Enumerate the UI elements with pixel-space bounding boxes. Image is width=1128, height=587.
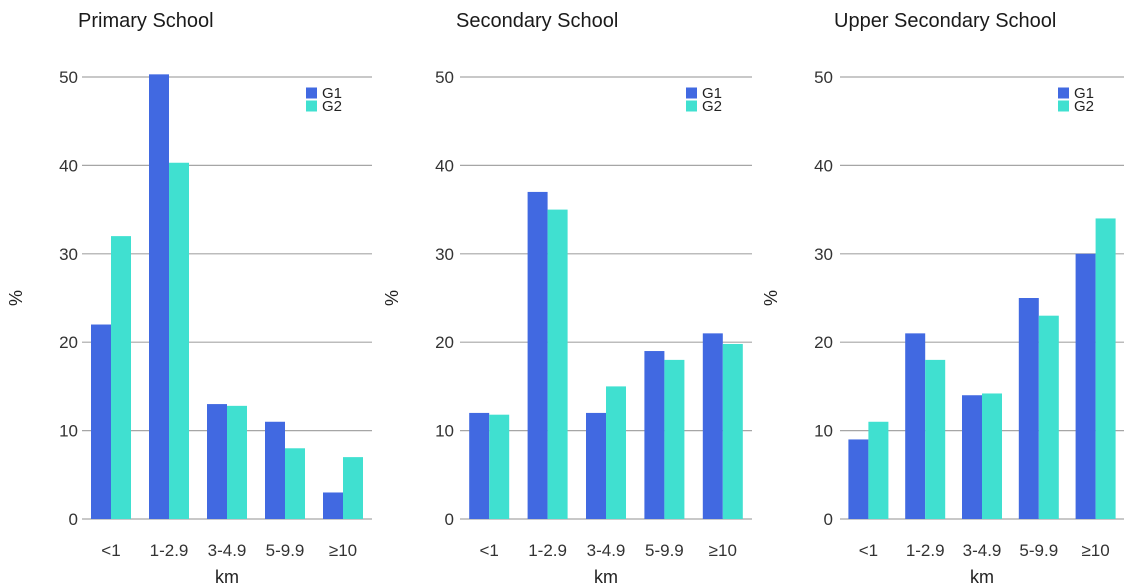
bar-g1-2 — [527, 191, 548, 520]
bar-g1-2 — [149, 74, 169, 520]
y-tick-label: 40 — [59, 156, 78, 175]
x-tick-label: 5-9.9 — [1019, 541, 1058, 560]
legend-label: G2 — [322, 98, 342, 115]
x-tick-label: 5-9.9 — [266, 541, 305, 560]
bar-g1-5 — [1075, 253, 1096, 520]
y-tick-label: 0 — [445, 510, 454, 529]
x-tick-label: 3-4.9 — [963, 541, 1002, 560]
x-tick-label: <1 — [101, 541, 120, 560]
y-tick-label: 0 — [69, 510, 78, 529]
x-tick-label: 1-2.9 — [528, 541, 567, 560]
chart-panel-3: Upper Secondary School 0 10 20 30 40 50% <1 1-2.… — [761, 10, 1124, 587]
y-tick-label: 20 — [59, 333, 78, 352]
y-tick-label: 40 — [435, 156, 454, 175]
y-tick-label: 0 — [824, 510, 833, 529]
x-tick-label: 1-2.9 — [150, 541, 189, 560]
y-tick-label: 50 — [59, 68, 78, 87]
chart-panel-1: Primary School 0 10 20 30 40 50% <1 1-2.9 3-4.9 5-… — [6, 10, 372, 587]
y-tick-label: 50 — [435, 68, 454, 87]
x-tick-label: ≥10 — [329, 541, 357, 560]
x-tick-label: ≥10 — [709, 541, 737, 560]
x-tick-label: <1 — [480, 541, 499, 560]
y-tick-label: 20 — [435, 333, 454, 352]
bar-g2-4 — [1038, 315, 1059, 519]
x-tick-label: 5-9.9 — [645, 541, 684, 560]
y-tick-label: 30 — [814, 245, 833, 264]
bar-g2-3 — [227, 405, 247, 519]
bar-g2-1 — [111, 236, 131, 519]
bar-g1-5 — [323, 492, 343, 519]
y-tick-label: 30 — [435, 245, 454, 264]
x-tick-label: 3-4.9 — [587, 541, 626, 560]
bar-g2-4 — [664, 359, 685, 519]
chart-title: Upper Secondary School — [834, 10, 1056, 32]
legend-label: G1 — [1074, 85, 1094, 102]
x-tick-label: 3-4.9 — [208, 541, 247, 560]
bar-g1-4 — [265, 421, 285, 519]
chart-title: Primary School — [78, 10, 214, 32]
legend-swatch-g1 — [306, 87, 317, 99]
bar-g2-3 — [606, 386, 626, 519]
x-tick-label: ≥10 — [1081, 541, 1109, 560]
bars — [848, 218, 1116, 520]
bar-g2-4 — [285, 448, 305, 519]
legend-swatch-g1 — [1058, 87, 1069, 99]
y-tick-label: 10 — [59, 422, 78, 441]
y-axis-label: % — [761, 290, 781, 306]
y-tick-label: 20 — [814, 333, 833, 352]
y-tick-label: 50 — [814, 68, 833, 87]
bar-g1-3 — [962, 395, 982, 519]
legend-swatch-g1 — [686, 87, 697, 99]
bar-g1-5 — [702, 333, 723, 519]
legend-label: G2 — [1074, 98, 1094, 115]
x-tick-label: 1-2.9 — [906, 541, 945, 560]
bar-g2-2 — [547, 209, 568, 519]
y-tick-label: 10 — [435, 422, 454, 441]
bar-g2-2 — [925, 359, 946, 519]
chart-title: Secondary School — [456, 10, 618, 32]
legend-swatch-g2 — [686, 100, 697, 112]
bar-g2-5 — [722, 343, 743, 519]
x-axis-label: km — [970, 567, 994, 587]
bar-g1-4 — [644, 351, 665, 519]
bars — [91, 74, 363, 520]
bar-g2-5 — [1095, 218, 1116, 519]
y-axis-label: % — [382, 290, 402, 306]
bar-g2-2 — [169, 162, 189, 520]
y-axis-label: % — [6, 290, 26, 306]
legend-label: G2 — [702, 98, 722, 115]
legend-label: G1 — [702, 85, 722, 102]
x-tick-label: <1 — [859, 541, 878, 560]
bar-g1-1 — [469, 412, 490, 519]
bar-g1-3 — [586, 412, 606, 519]
bars — [469, 191, 743, 520]
bar-g2-3 — [982, 393, 1002, 519]
legend-swatch-g2 — [1058, 100, 1069, 112]
bar-g1-1 — [91, 324, 111, 519]
bar-g1-2 — [905, 333, 926, 519]
bar-g1-4 — [1018, 298, 1039, 519]
y-tick-label: 30 — [59, 245, 78, 264]
bar-g2-5 — [343, 457, 363, 519]
legend-label: G1 — [322, 85, 342, 102]
chart-panel-2: Secondary School 0 10 20 30 40 50% <1 1-2.9 3-4.9… — [382, 10, 752, 587]
y-tick-label: 40 — [814, 156, 833, 175]
bar-g2-1 — [868, 421, 889, 519]
bar-g1-3 — [207, 404, 227, 519]
bar-g2-1 — [489, 414, 510, 519]
bar-g1-1 — [848, 439, 869, 519]
x-axis-label: km — [215, 567, 239, 587]
legend-swatch-g2 — [306, 100, 317, 112]
y-tick-label: 10 — [814, 422, 833, 441]
x-axis-label: km — [594, 567, 618, 587]
